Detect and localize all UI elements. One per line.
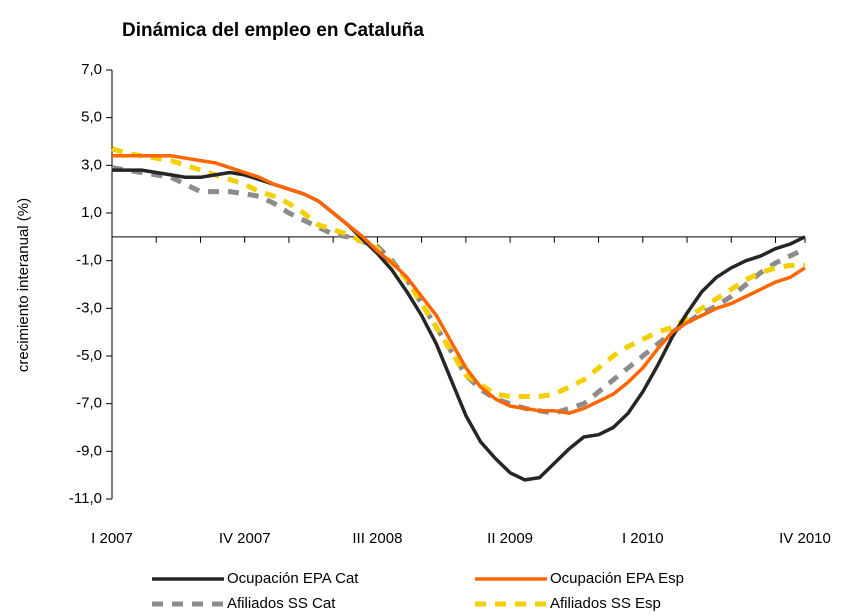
y-tick-label: -5,0 <box>76 347 102 364</box>
y-tick-label: -11,0 <box>69 490 102 507</box>
y-tick-label: 5,0 <box>81 109 102 126</box>
chart-title: Dinámica del empleo en Cataluña <box>122 20 424 41</box>
y-tick-label: -1,0 <box>76 252 102 269</box>
x-tick-label: III 2008 <box>352 530 402 547</box>
y-tick-label: -7,0 <box>76 395 102 412</box>
y-axis-label: crecimiento interanual (%) <box>15 198 32 372</box>
series-line <box>111 146 805 399</box>
legend-label: Ocupación EPA Esp <box>550 570 684 587</box>
y-tick-label: -9,0 <box>76 442 102 459</box>
series-line <box>112 168 806 482</box>
y-tick-label: 7,0 <box>81 61 102 78</box>
x-tick-label: IV 2007 <box>219 530 271 547</box>
legend-label: Ocupación EPA Cat <box>227 570 359 587</box>
x-tick-label: I 2007 <box>91 530 133 547</box>
y-tick-label: 3,0 <box>81 156 102 173</box>
x-tick-label: IV 2010 <box>779 530 831 547</box>
legend-label: Afiliados SS Cat <box>227 595 336 612</box>
series-line <box>112 154 806 415</box>
x-tick-label: II 2009 <box>487 530 533 547</box>
y-tick-label: -3,0 <box>76 299 102 316</box>
y-tick-label: 1,0 <box>81 204 102 221</box>
x-tick-label: I 2010 <box>622 530 664 547</box>
legend-label: Afiliados SS Esp <box>550 595 661 612</box>
